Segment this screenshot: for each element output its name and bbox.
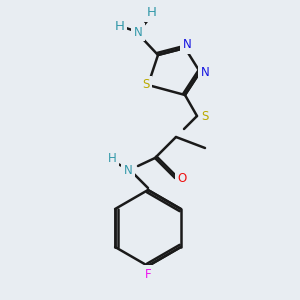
Text: H: H: [115, 20, 125, 32]
Text: O: O: [177, 172, 187, 184]
Text: N: N: [134, 26, 142, 38]
Text: N: N: [183, 38, 191, 52]
Text: F: F: [145, 268, 151, 281]
Text: N: N: [124, 164, 132, 176]
Text: S: S: [142, 79, 150, 92]
Text: S: S: [201, 110, 209, 122]
Text: H: H: [108, 152, 116, 164]
Text: N: N: [201, 65, 209, 79]
Text: H: H: [147, 7, 157, 20]
